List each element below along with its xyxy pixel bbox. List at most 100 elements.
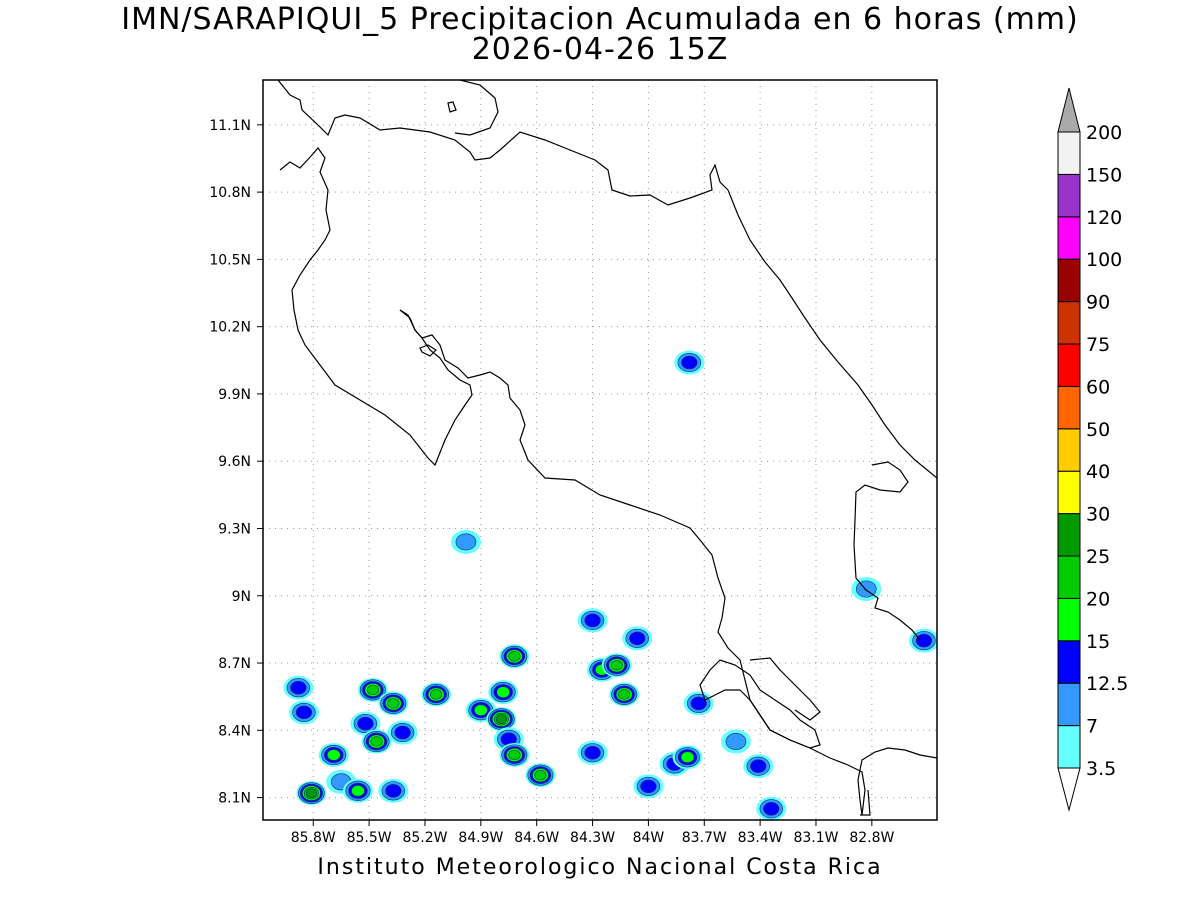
lon-tick-label: 84.6W (514, 830, 559, 846)
colorbar-swatch (1057, 725, 1081, 769)
colorbar-level-label: 150 (1086, 164, 1122, 186)
precip-contour (640, 779, 657, 794)
latitude-tick-labels: 11.1N 10.8N 10.5N 10.2N 9.9N 9.6N 9.3N 9N 8.7N 8.… (209, 118, 251, 807)
colorbar-swatch (1057, 343, 1081, 387)
colorbar-level-label: 100 (1086, 249, 1122, 271)
precip-contour (326, 749, 341, 761)
colorbar-top-arrow (1057, 87, 1081, 133)
precip-cell (318, 742, 349, 767)
lon-tick-label: 83.4W (738, 830, 783, 846)
longitude-tick-labels: 85.8W 85.5W 85.2W 84.9W 84.6W 84.3W 84W 83.7W 83… (291, 830, 895, 846)
coastline (277, 80, 937, 816)
precip-cell (378, 691, 409, 716)
colorbar-swatch (1057, 682, 1081, 727)
colorbar-level-label: 200 (1086, 122, 1122, 144)
precip-contour (387, 698, 400, 709)
colorbar-swatch (1057, 385, 1081, 430)
lat-tick-label: 9N (232, 589, 251, 605)
colorbar-bottom-arrow (1057, 767, 1081, 812)
colorbar-swatch (1057, 597, 1081, 642)
precip-contour (763, 802, 780, 816)
colorbar-level-label: 40 (1086, 461, 1110, 483)
precip-contour (690, 696, 707, 711)
precip-cell (525, 763, 556, 788)
colorbar-swatch (1057, 258, 1081, 303)
chart-title: IMN/SARAPIQUI_5 Precipitacion Acumulada … (121, 2, 1079, 37)
colorbar-level-label: 50 (1086, 419, 1110, 441)
precip-contour (496, 686, 511, 698)
precip-cell (756, 796, 787, 820)
map-frame (262, 79, 938, 821)
precip-cell (577, 608, 608, 633)
colorbar-level-label: 3.5 (1086, 758, 1116, 780)
lon-tick-label: 85.8W (291, 830, 336, 846)
precip-cell (488, 680, 519, 705)
lon-tick-label: 84W (633, 830, 665, 846)
lon-tick-label: 84.9W (458, 830, 503, 846)
footer-credit: Instituto Meteorologico Nacional Costa R… (317, 855, 883, 880)
precip-contour (584, 613, 601, 628)
lat-lon-grid (257, 80, 937, 826)
precip-contour (295, 705, 313, 720)
colorbar-level-label: 30 (1086, 504, 1110, 526)
lat-tick-label: 8.4N (218, 723, 251, 739)
precip-cell (350, 711, 381, 736)
precip-cell (450, 529, 481, 554)
colorbar-level-label: 20 (1086, 588, 1110, 610)
precip-cell (288, 700, 319, 725)
precip-cell (609, 682, 640, 707)
precip-cell (720, 729, 751, 754)
precip-contour (508, 651, 521, 662)
precip-contour (455, 533, 477, 551)
colorbar-swatch (1057, 301, 1081, 345)
map-background (263, 80, 937, 820)
precip-contour (618, 689, 631, 700)
colorbar-swatch (1057, 555, 1081, 599)
precip-contour (357, 716, 374, 731)
precip-cell (283, 675, 314, 700)
precip-contour (610, 660, 623, 671)
lat-tick-label: 8.7N (218, 656, 251, 672)
precip-contour (629, 631, 646, 646)
lat-tick-label: 10.8N (209, 185, 251, 201)
colorbar-legend: 3.5 7 12.5 15 20 25 30 40 50 60 75 90 100 120 150 200 (1057, 87, 1128, 812)
colorbar-swatch (1057, 640, 1081, 684)
colorbar-level-label: 15 (1086, 631, 1110, 653)
colorbar-level-label: 75 (1086, 334, 1110, 356)
lat-tick-label: 9.3N (218, 521, 251, 537)
lat-tick-label: 11.1N (209, 118, 251, 134)
precip-contour (534, 769, 547, 781)
precip-contour (474, 704, 488, 716)
precip-cell (361, 729, 392, 754)
precip-contour (681, 355, 698, 370)
colorbar-level-label: 25 (1086, 546, 1110, 568)
lat-tick-label: 8.1N (218, 791, 251, 807)
lat-tick-label: 10.2N (209, 320, 251, 336)
chart-subtitle-datetime: 2026-04-26 15Z (471, 32, 729, 67)
colorbar-level-label: 90 (1086, 292, 1110, 314)
precip-cell (499, 644, 530, 669)
precip-cell (683, 691, 714, 716)
colorbar-swatch (1057, 216, 1081, 260)
precip-cell (421, 682, 452, 707)
lat-tick-label: 9.9N (218, 387, 251, 403)
precip-contour (351, 785, 365, 797)
lon-tick-label: 83.1W (793, 830, 838, 846)
colorbar-swatch (1057, 513, 1081, 557)
precip-cell (378, 778, 409, 803)
precip-cell (633, 774, 664, 799)
precip-cell (342, 778, 373, 803)
precip-contour (584, 745, 601, 760)
precip-contour (305, 788, 317, 798)
precip-cell (499, 742, 530, 767)
lat-tick-label: 9.6N (218, 454, 251, 470)
precip-contour (394, 725, 411, 740)
precip-cell (672, 745, 703, 770)
precip-cell (601, 653, 632, 678)
precip-contour (430, 689, 443, 700)
colorbar-swatch (1057, 428, 1081, 472)
precip-contour (370, 736, 383, 747)
colorbar-level-label: 12.5 (1086, 673, 1128, 695)
precip-cell (674, 350, 705, 375)
lat-tick-label: 10.5N (209, 252, 251, 268)
